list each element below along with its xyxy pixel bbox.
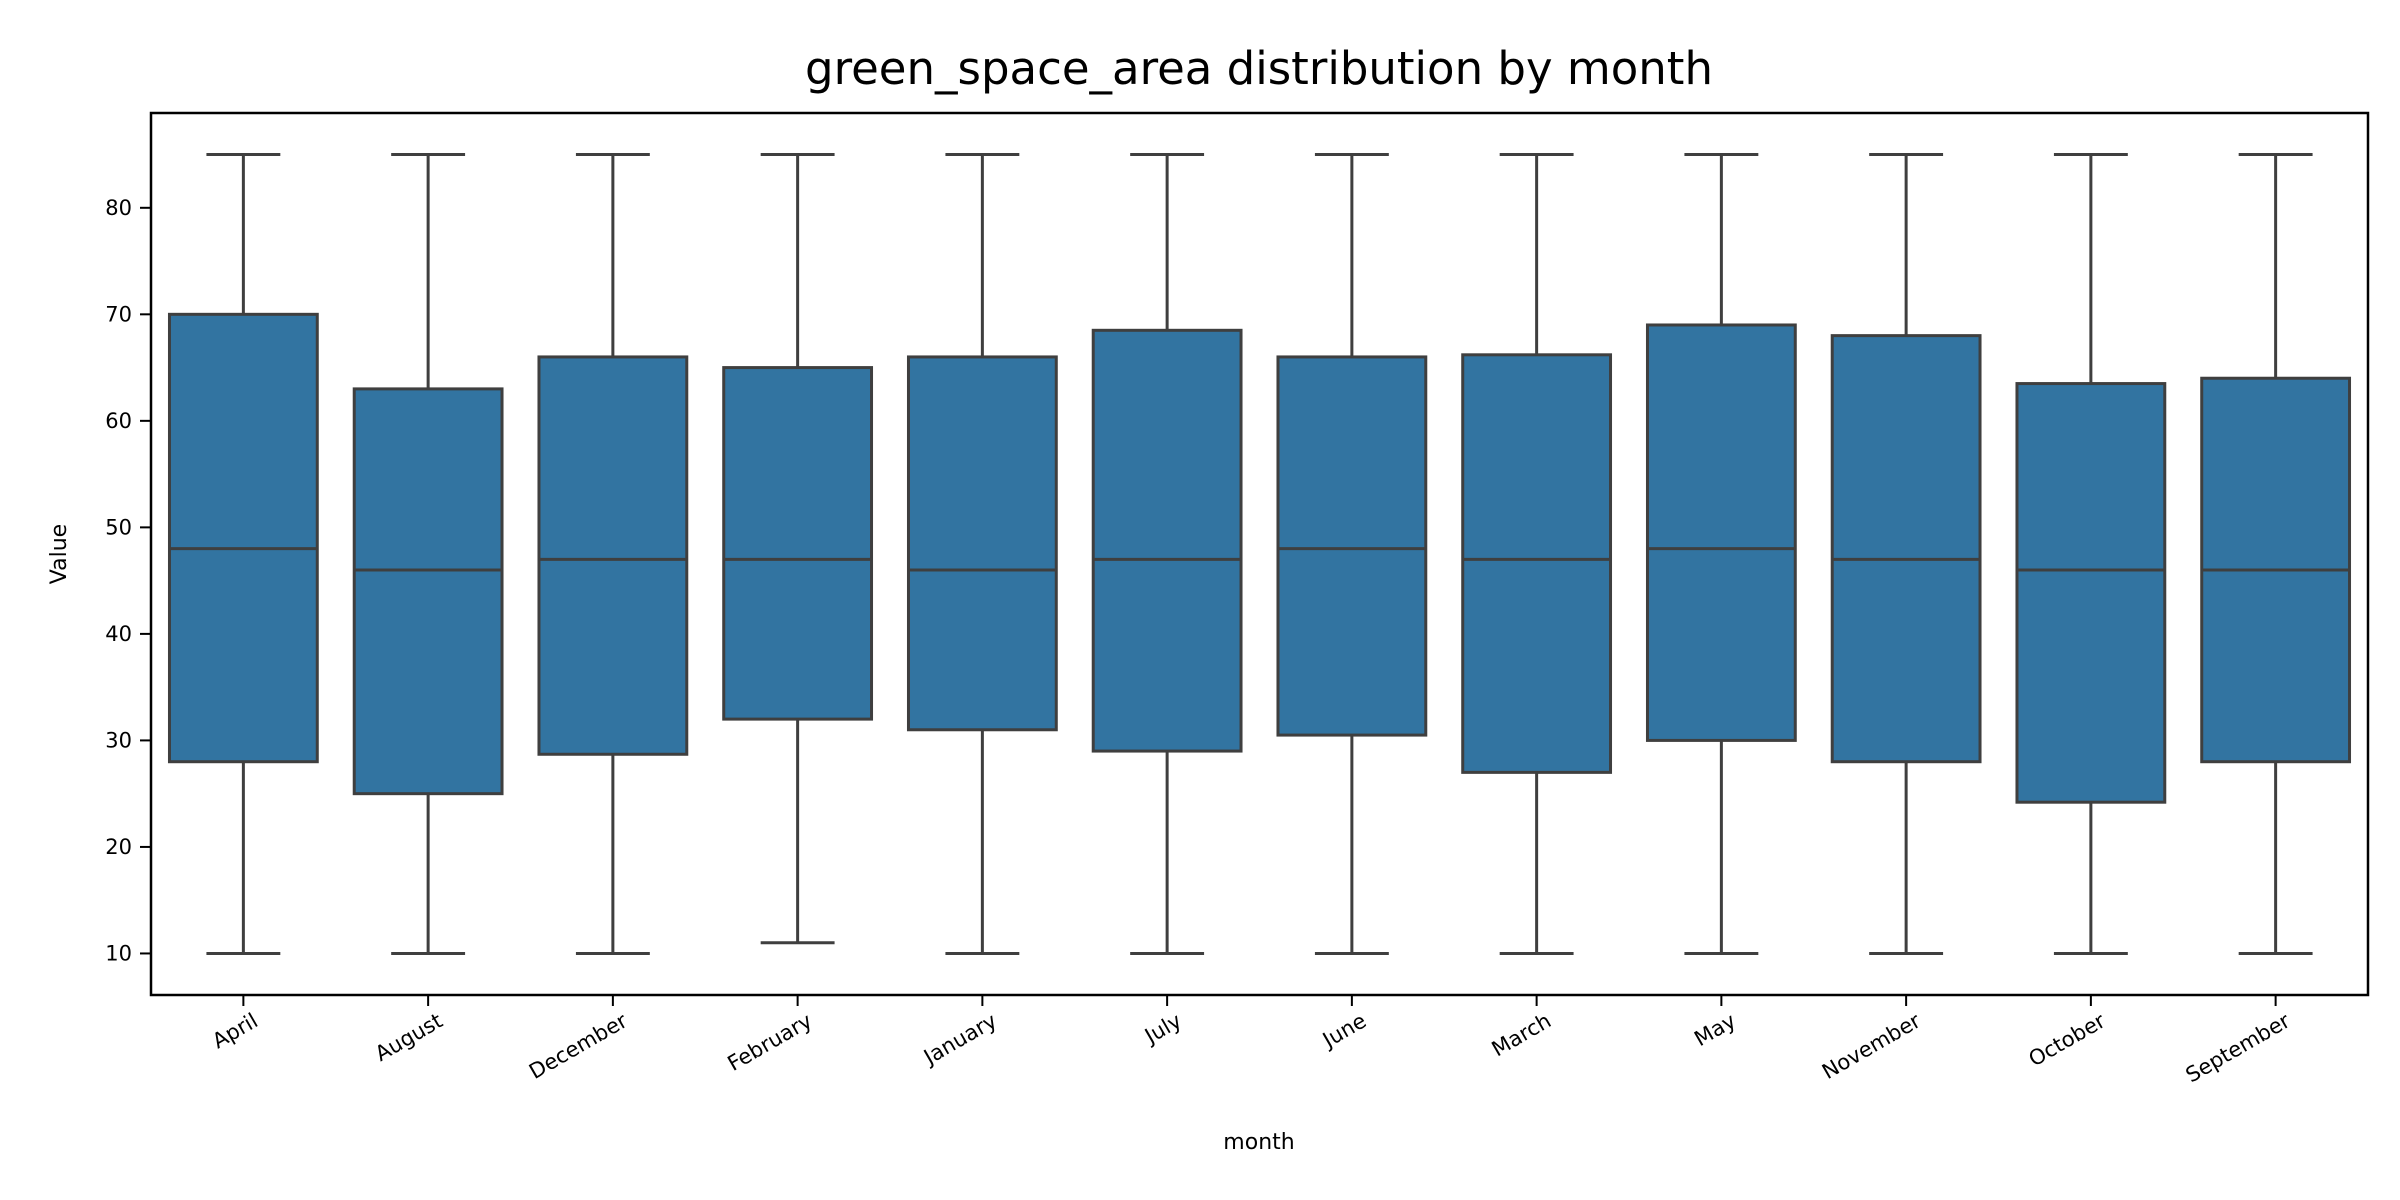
box-december	[537, 153, 689, 955]
box-june	[1276, 153, 1428, 955]
iqr-box	[722, 366, 874, 721]
box-november	[1830, 153, 1982, 955]
x-tick-label: September	[2182, 1008, 2295, 1087]
y-tick-label: 40	[105, 622, 132, 646]
y-axis-label: Value	[47, 524, 72, 584]
x-tick-label: May	[1690, 1009, 1740, 1051]
box-february	[722, 153, 874, 945]
x-tick-label: July	[1139, 1009, 1185, 1050]
x-tick-label: January	[918, 1009, 1001, 1071]
iqr-box	[352, 387, 504, 796]
x-tick-label: February	[724, 1009, 817, 1076]
iqr-box	[906, 355, 1058, 732]
x-axis-label: month	[1223, 1130, 1294, 1155]
box-march	[1461, 153, 1613, 955]
boxes-group	[167, 153, 2352, 955]
iqr-box	[1276, 355, 1428, 737]
iqr-box	[1091, 328, 1243, 753]
plot-frame	[149, 111, 2370, 997]
y-axis: 10 20 30 40 50 60 70 80	[105, 196, 151, 965]
x-axis: April August December February January July Ju…	[208, 995, 2294, 1087]
x-tick-label: April	[208, 1009, 262, 1054]
box-april	[167, 153, 319, 955]
x-tick-label: August	[371, 1009, 447, 1067]
y-tick-label: 80	[105, 196, 132, 220]
x-tick-label: March	[1488, 1009, 1555, 1062]
y-tick-label: 20	[105, 835, 132, 859]
box-october	[2015, 153, 2167, 955]
iqr-box	[537, 355, 689, 756]
x-tick-label: June	[1317, 1009, 1370, 1054]
x-tick-label: October	[2025, 1008, 2110, 1071]
x-tick-label: December	[525, 1008, 632, 1083]
y-tick-label: 60	[105, 409, 132, 433]
box-september	[2200, 153, 2352, 955]
chart-title: green_space_area distribution by month	[805, 42, 1713, 95]
y-tick-label: 70	[105, 302, 132, 326]
box-may	[1645, 153, 1797, 955]
box-august	[352, 153, 504, 955]
iqr-box	[167, 312, 319, 764]
iqr-box	[1830, 334, 1982, 764]
box-january	[906, 153, 1058, 955]
y-tick-label: 10	[105, 941, 132, 965]
x-tick-label: November	[1818, 1008, 1925, 1084]
y-tick-label: 30	[105, 728, 132, 752]
iqr-box	[2015, 382, 2167, 804]
iqr-box	[1461, 353, 1613, 774]
y-tick-label: 50	[105, 515, 132, 539]
iqr-box	[1645, 323, 1797, 742]
box-july	[1091, 153, 1243, 955]
